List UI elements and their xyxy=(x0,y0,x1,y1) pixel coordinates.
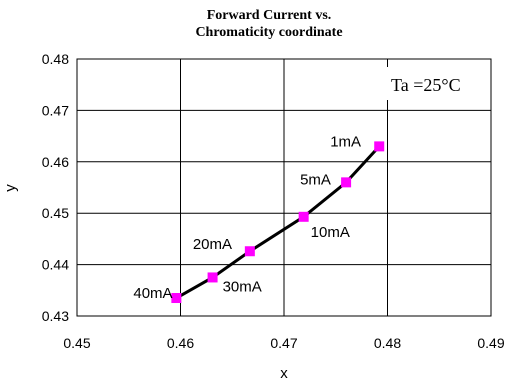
x-tick-label: 0.45 xyxy=(63,335,90,351)
y-tick-labels: 0.43 0.44 0.45 0.46 0.47 0.48 xyxy=(42,51,69,324)
point-label: 10mA xyxy=(311,224,350,241)
x-tick-label: 0.47 xyxy=(270,335,297,351)
x-tick-label: 0.48 xyxy=(374,335,401,351)
y-tick-label: 0.46 xyxy=(42,154,69,170)
point-label: 30mA xyxy=(223,278,262,295)
x-tick-labels: 0.45 0.46 0.47 0.48 0.49 xyxy=(63,335,504,351)
y-tick-label: 0.47 xyxy=(42,102,69,118)
point-label: 20mA xyxy=(193,236,232,253)
y-tick-label: 0.48 xyxy=(42,51,69,67)
data-point xyxy=(207,272,218,283)
point-label: 5mA xyxy=(300,171,331,188)
series xyxy=(171,141,385,304)
x-tick-label: 0.49 xyxy=(477,335,504,351)
y-tick-label: 0.45 xyxy=(42,205,69,221)
y-axis-label: y xyxy=(2,184,19,192)
point-labels: 1mA 5mA 10mA 20mA 30mA 40mA xyxy=(133,133,361,302)
plot-area xyxy=(76,58,492,317)
point-label: 1mA xyxy=(330,133,361,150)
data-point xyxy=(341,177,352,188)
x-tick-label: 0.46 xyxy=(167,335,194,351)
chart-title-line-1: Forward Current vs. xyxy=(207,8,332,23)
annotation-box xyxy=(385,67,488,100)
data-point xyxy=(298,211,309,222)
annotation-text: Ta =25°C xyxy=(391,75,461,95)
point-label: 40mA xyxy=(133,285,172,302)
data-point xyxy=(244,246,255,257)
temperature-annotation: Ta =25°C xyxy=(385,67,488,100)
data-point xyxy=(374,141,385,152)
series-line xyxy=(175,145,381,300)
chart-title-line-2: Chromaticity coordinate xyxy=(195,25,342,40)
x-axis-label: x xyxy=(280,365,288,382)
y-tick-label: 0.44 xyxy=(42,257,69,273)
data-point xyxy=(171,293,182,304)
y-tick-label: 0.43 xyxy=(42,308,69,324)
